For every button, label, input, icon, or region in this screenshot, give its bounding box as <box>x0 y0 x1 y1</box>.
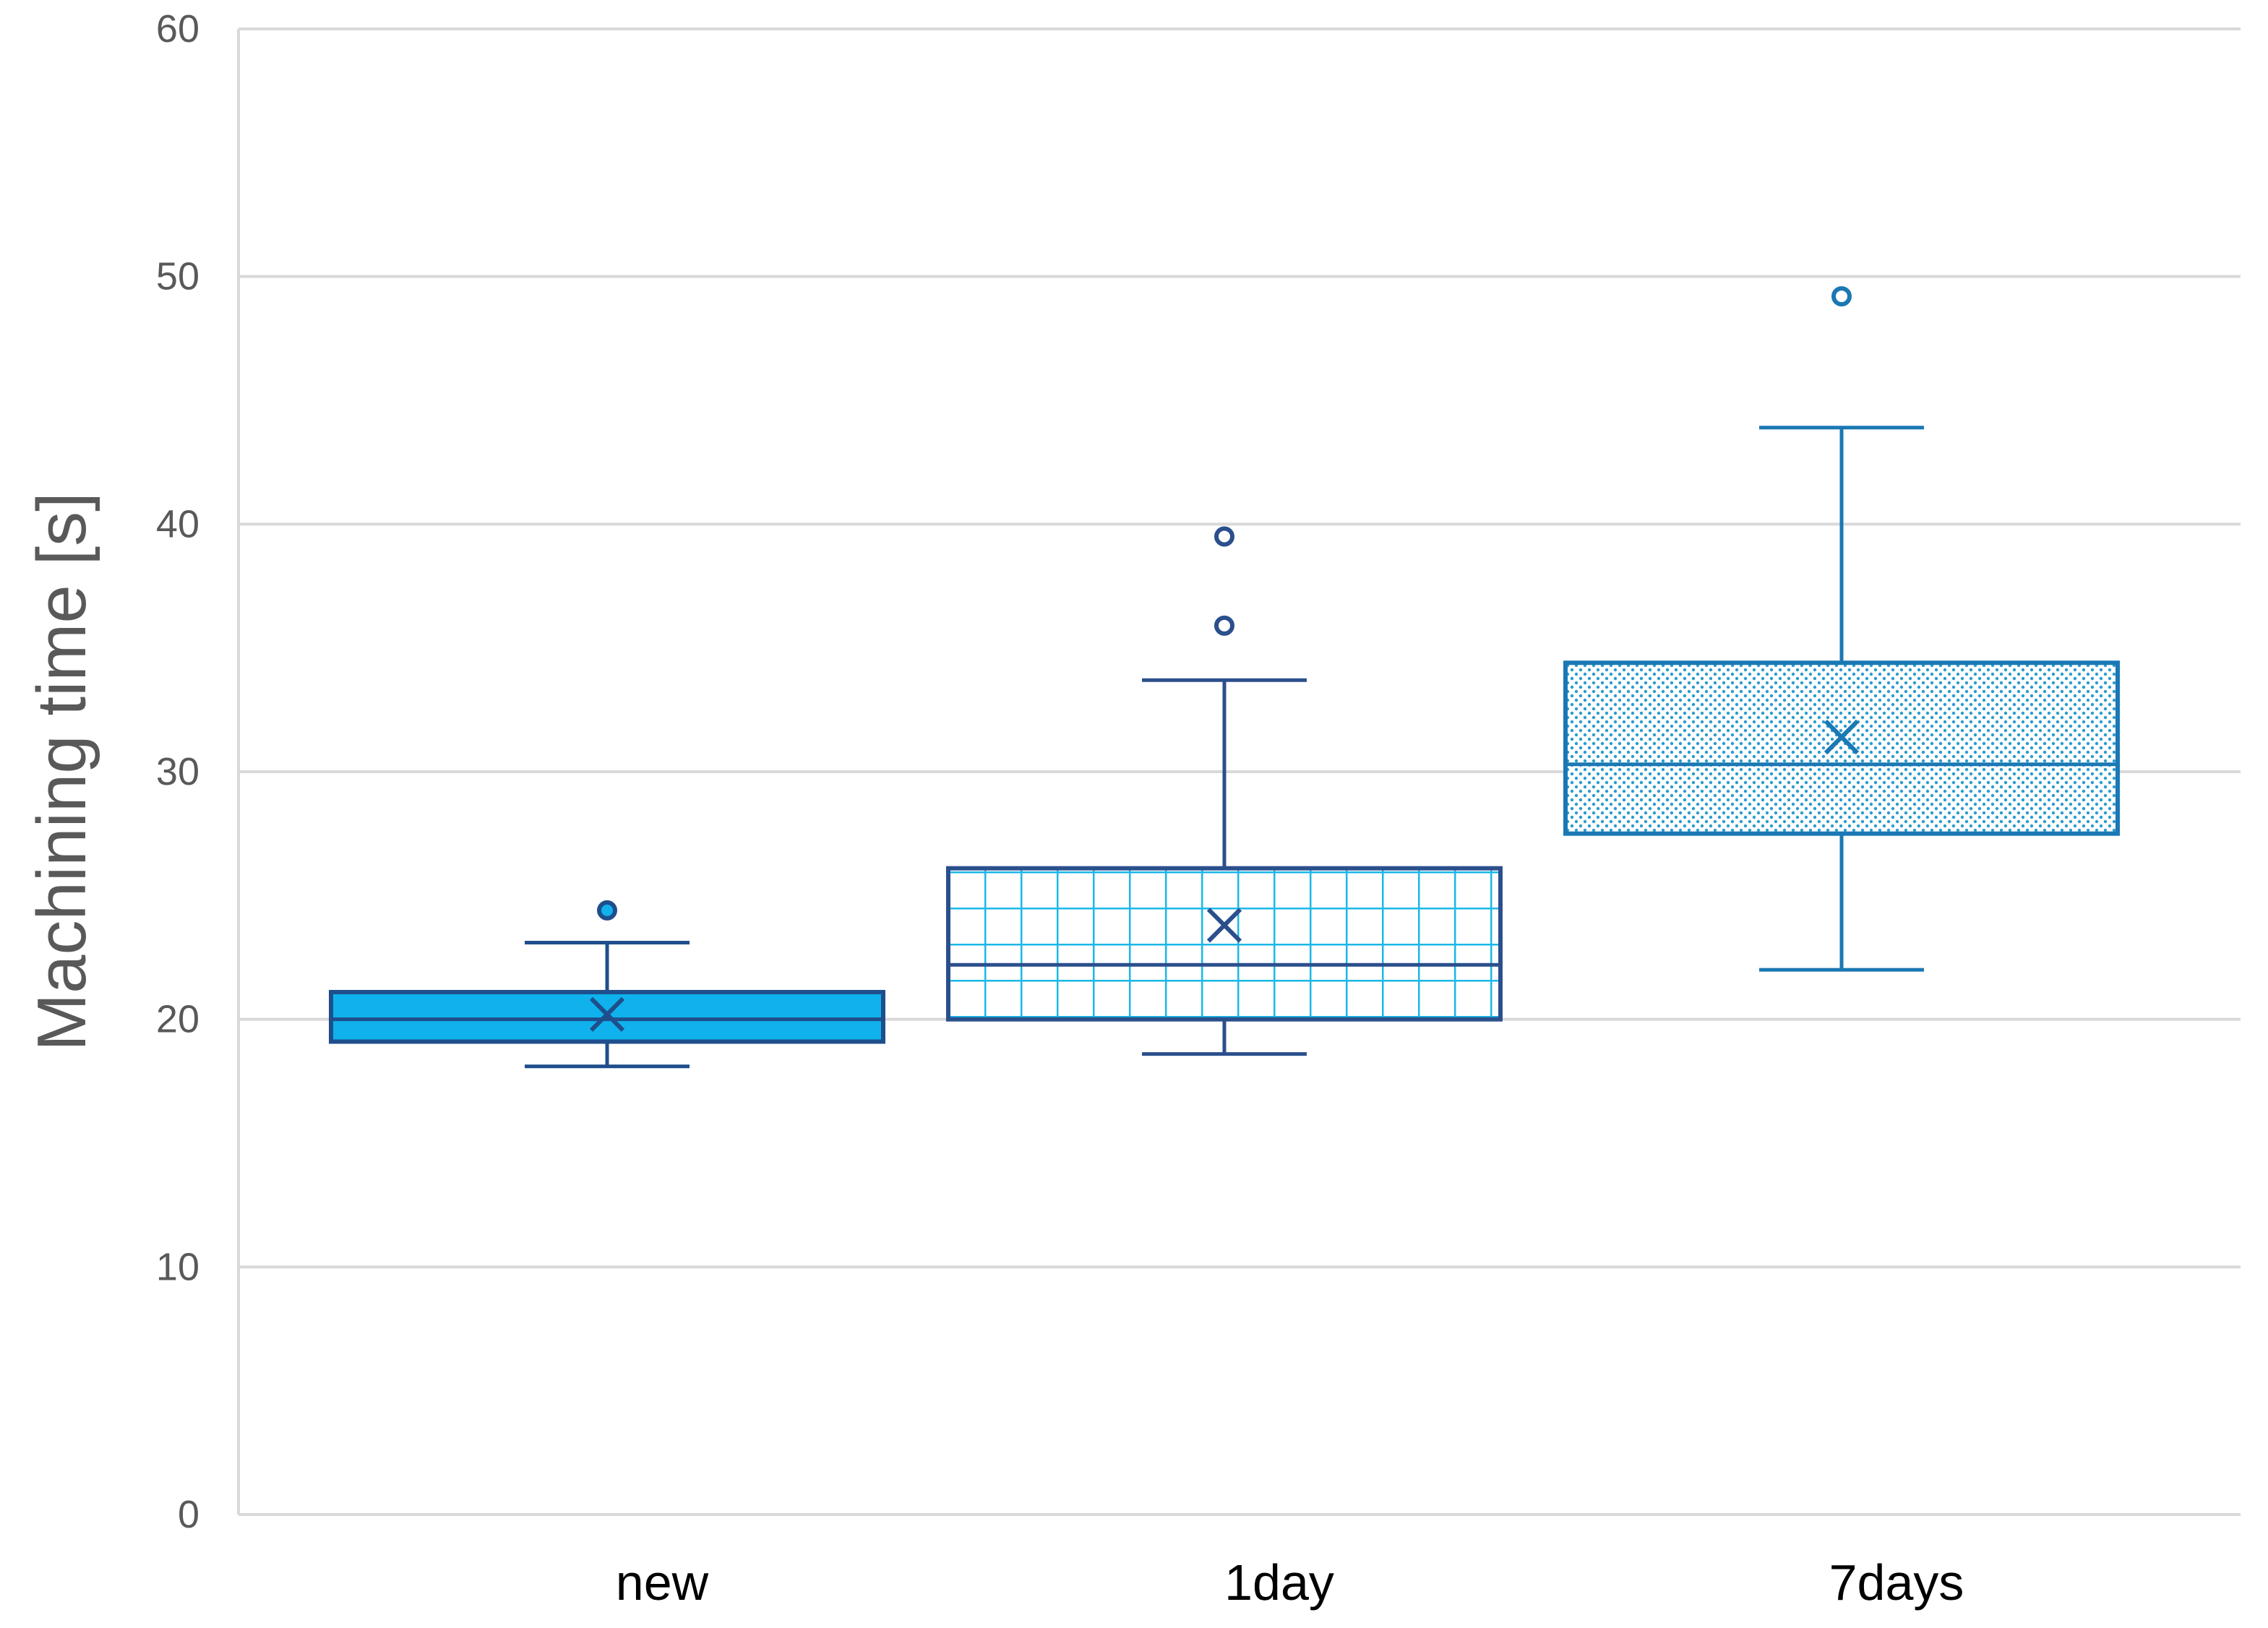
y-axis-title: Machining time [s] <box>23 492 100 1051</box>
x-category-labels: new 1day 7days <box>616 1554 1964 1611</box>
y-tick-label-40: 40 <box>156 502 199 546</box>
x-category-label-1day: 1day <box>1224 1554 1334 1611</box>
y-tick-label-50: 50 <box>156 255 199 298</box>
iqr-box-7days <box>1563 660 2120 836</box>
mean-marker-new <box>589 996 625 1032</box>
y-tick-label-60: 60 <box>156 7 199 51</box>
axis-lines <box>237 29 2241 1516</box>
y-tick-labels: 0 10 20 30 40 50 60 <box>156 7 199 1536</box>
outlier-new-1 <box>597 900 617 921</box>
outlier-1day-2 <box>1214 526 1234 547</box>
mean-marker-7days <box>1824 719 1860 755</box>
x-category-label-7days: 7days <box>1829 1554 1964 1611</box>
outlier-1day-1 <box>1214 615 1234 636</box>
box-new <box>329 900 885 1069</box>
y-tick-label-10: 10 <box>156 1245 199 1288</box>
y-tick-label-0: 0 <box>178 1493 199 1536</box>
iqr-box-1day <box>946 866 1503 1022</box>
box-1day <box>946 526 1503 1056</box>
gridlines <box>239 27 2241 1269</box>
y-tick-label-30: 30 <box>156 750 199 793</box>
y-tick-label-20: 20 <box>156 998 199 1041</box>
box-7days <box>1563 286 2120 972</box>
box-series <box>329 286 2120 1069</box>
mean-marker-1day <box>1206 908 1242 943</box>
x-category-label-new: new <box>616 1554 709 1611</box>
outlier-7days-1 <box>1831 286 1852 307</box>
